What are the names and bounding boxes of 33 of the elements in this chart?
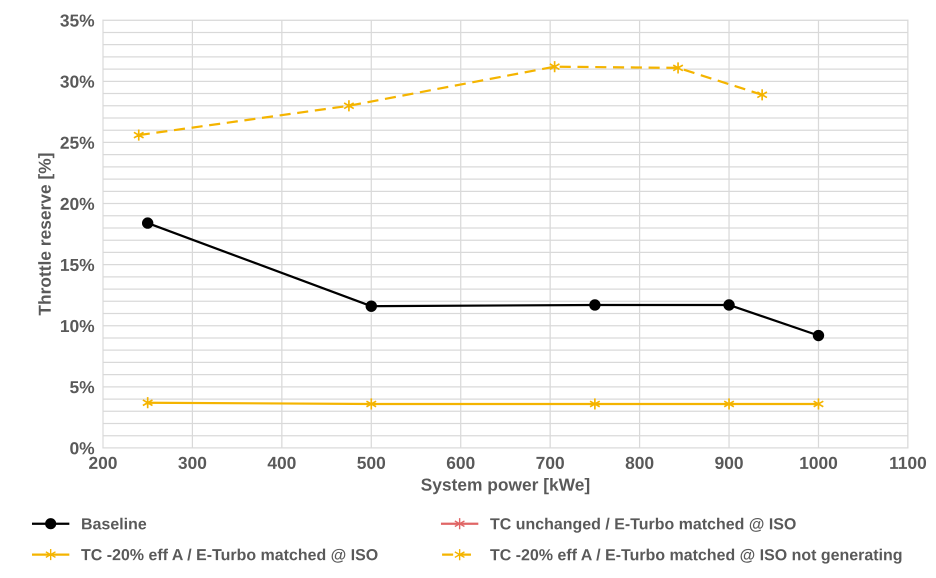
y-tick-label: 30% xyxy=(60,76,94,88)
point xyxy=(142,217,154,229)
x-tick-label: 1000 xyxy=(800,456,838,470)
x-tick-label: 300 xyxy=(178,456,206,470)
point xyxy=(812,398,824,410)
y-tick-label: 35% xyxy=(60,14,94,27)
point xyxy=(812,330,824,342)
y-axis-title: Throttle reserve [%] xyxy=(38,154,54,316)
point xyxy=(723,398,735,410)
x-tick-label: 400 xyxy=(268,456,296,470)
legend-label: TC unchanged / E-Turbo matched @ ISO xyxy=(490,518,796,533)
legend-label: TC -20% eff A / E-Turbo matched @ ISO not generating xyxy=(490,548,902,564)
y-tick-label: 20% xyxy=(60,198,94,210)
point xyxy=(723,299,735,311)
x-axis-title: System power [kWe] xyxy=(421,478,590,494)
x-tick-label: 600 xyxy=(446,456,474,470)
y-tick-label: 25% xyxy=(60,136,94,149)
y-tick-label: 0% xyxy=(70,442,94,454)
legend-label: TC -20% eff A / E-Turbo matched @ ISO xyxy=(81,548,378,563)
y-tick-label: 15% xyxy=(60,258,94,272)
x-tick-label: 1100 xyxy=(890,456,926,470)
y-tick-label: 5% xyxy=(70,381,94,394)
x-tick-label: 700 xyxy=(536,456,564,470)
x-tick-label: 800 xyxy=(626,456,654,470)
point xyxy=(366,300,377,312)
y-tick-label: 10% xyxy=(60,320,94,332)
x-tick-label: 900 xyxy=(715,456,743,470)
point xyxy=(343,99,355,112)
x-tick-label: 500 xyxy=(357,456,386,470)
point xyxy=(589,299,601,311)
legend-label: Baseline xyxy=(82,518,146,530)
point xyxy=(672,62,684,74)
x-tick-label: 200 xyxy=(89,456,117,470)
